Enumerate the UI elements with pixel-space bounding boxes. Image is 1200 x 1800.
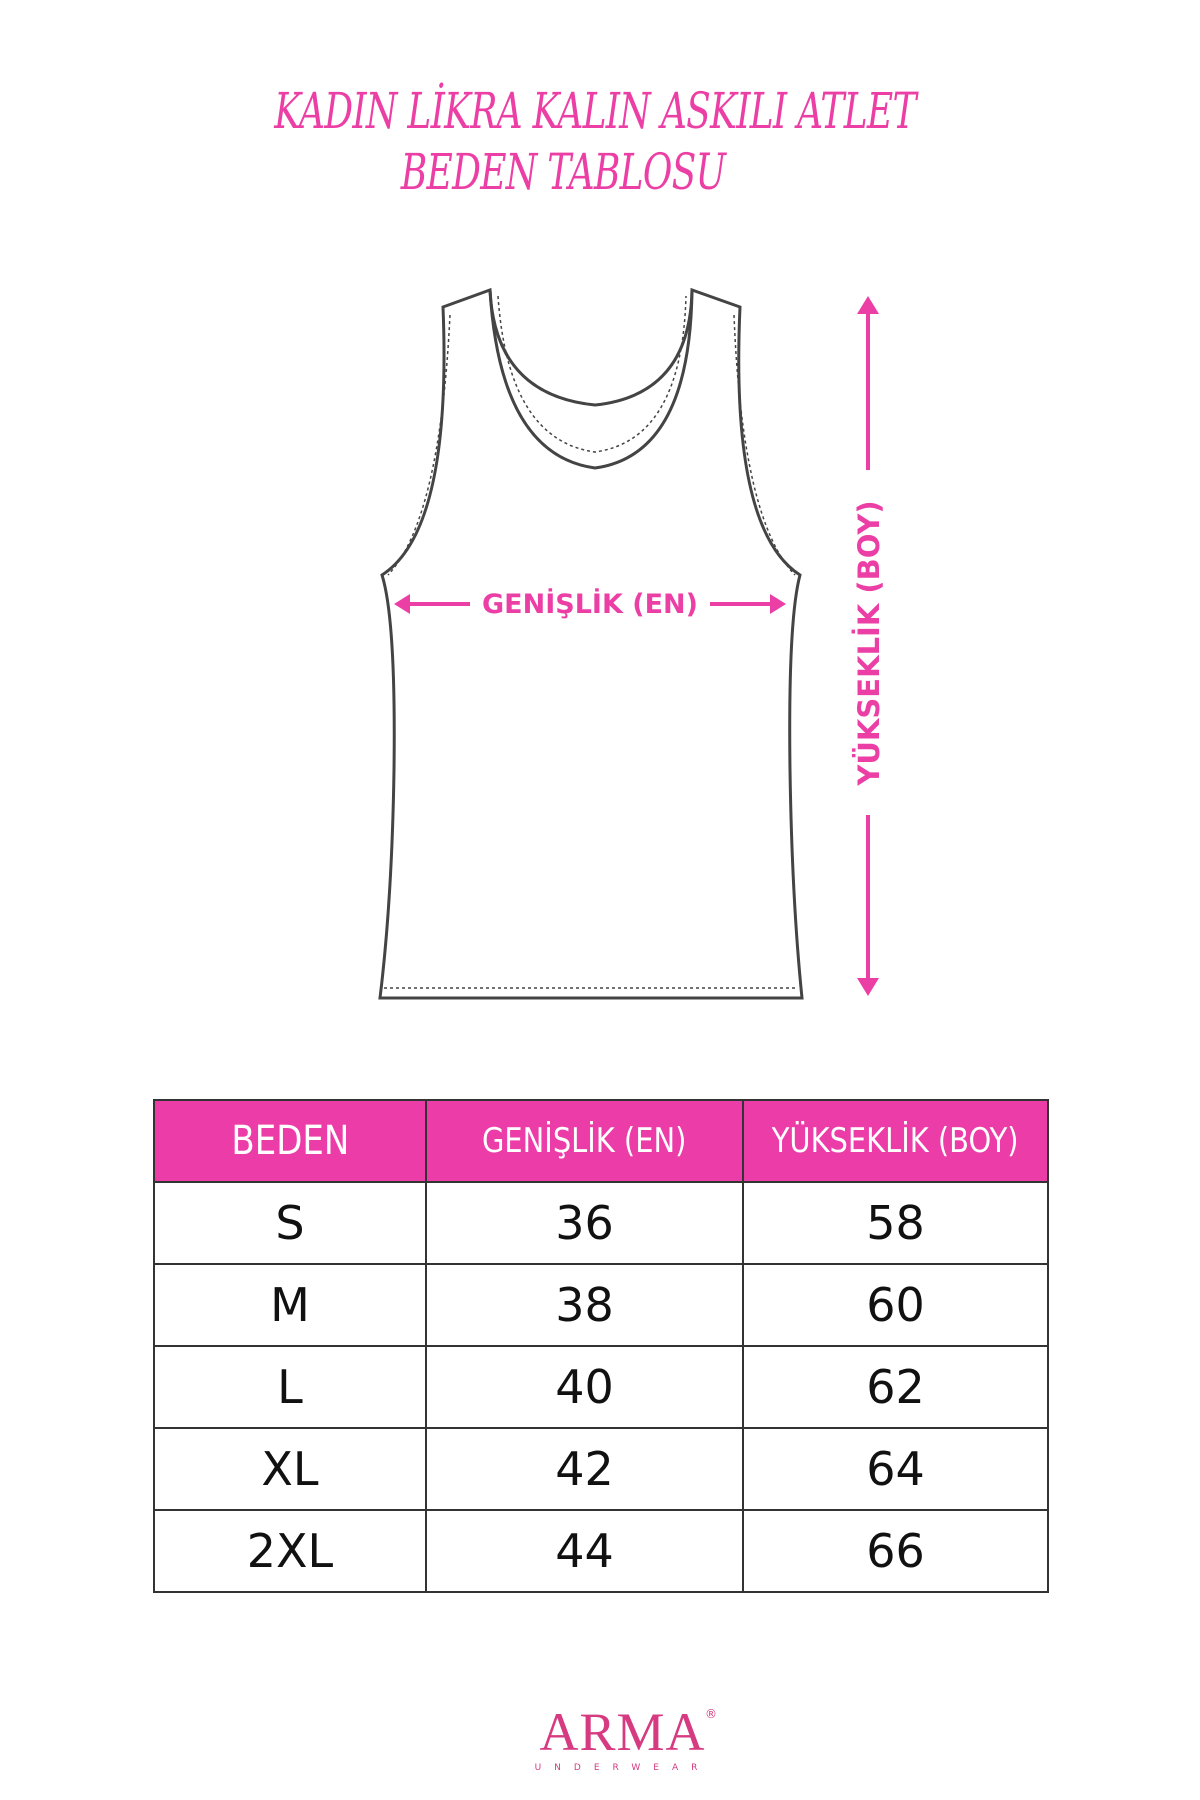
table-row: S 36 58 <box>153 1181 1049 1265</box>
width-arrow <box>394 594 786 614</box>
table-row: XL 42 64 <box>153 1427 1049 1511</box>
tank-top-illustration <box>378 287 804 1000</box>
size-cell: S <box>153 1181 427 1265</box>
title-line-1: KADIN LİKRA KALIN ASKILI ATLET <box>274 82 916 140</box>
title-line-2: BEDEN TABLOSU <box>400 143 726 201</box>
size-table: BEDEN GENİŞLİK (EN) YÜKSEKLİK (BOY) S 36 5… <box>153 1099 1049 1593</box>
header-size: BEDEN <box>153 1099 427 1183</box>
width-cell: 38 <box>425 1263 744 1347</box>
table-row: M 38 60 <box>153 1263 1049 1347</box>
width-label: GENİŞLİK (EN) <box>482 588 698 620</box>
height-arrow <box>857 296 879 996</box>
height-cell: 62 <box>742 1345 1049 1429</box>
logo-brand: ARMA <box>539 1702 706 1762</box>
header-height: YÜKSEKLİK (BOY) <box>742 1099 1049 1183</box>
header-width: GENİŞLİK (EN) <box>425 1099 744 1183</box>
width-cell: 36 <box>425 1181 744 1265</box>
table-row: 2XL 44 66 <box>153 1509 1049 1593</box>
height-cell: 58 <box>742 1181 1049 1265</box>
height-cell: 60 <box>742 1263 1049 1347</box>
table-header-row: BEDEN GENİŞLİK (EN) YÜKSEKLİK (BOY) <box>153 1099 1049 1183</box>
width-cell: 42 <box>425 1427 744 1511</box>
arma-logo: ARMA ® UNDERWEAR <box>530 1702 717 1773</box>
size-cell: 2XL <box>153 1509 427 1593</box>
width-cell: 44 <box>425 1509 744 1593</box>
size-cell: XL <box>153 1427 427 1511</box>
size-cell: M <box>153 1263 427 1347</box>
width-cell: 40 <box>425 1345 744 1429</box>
height-cell: 66 <box>742 1509 1049 1593</box>
logo-subtitle: UNDERWEAR <box>534 1763 711 1773</box>
registered-mark: ® <box>705 1707 717 1721</box>
height-label: YÜKSEKLİK (BOY) <box>852 500 886 786</box>
height-cell: 64 <box>742 1427 1049 1511</box>
size-cell: L <box>153 1345 427 1429</box>
table-row: L 40 62 <box>153 1345 1049 1429</box>
